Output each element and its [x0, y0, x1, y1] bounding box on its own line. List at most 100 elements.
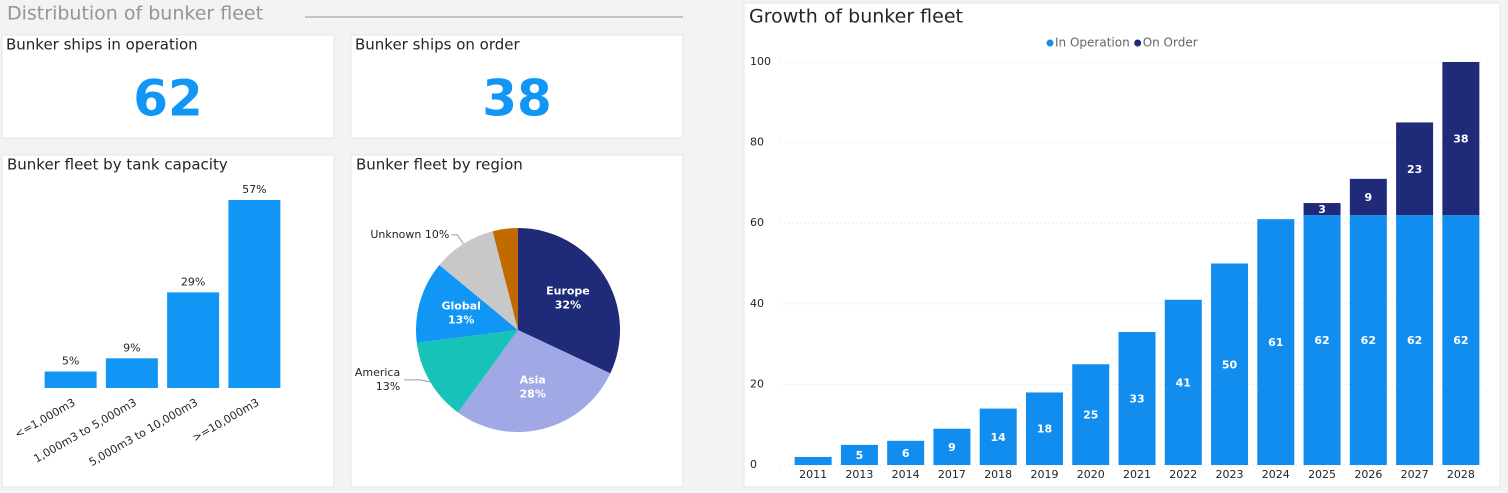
bar-segment [1442, 62, 1480, 216]
bar-segment [794, 456, 832, 465]
data-label: 14 [991, 431, 1007, 444]
data-label: 62 [1361, 334, 1376, 347]
data-label: 9% [123, 341, 140, 354]
bar-segment [979, 408, 1017, 465]
legend-label: In Operation [1055, 36, 1130, 50]
bar-segment [1303, 215, 1341, 465]
bar-segment [1396, 215, 1434, 465]
chart-title: Bunker fleet by region [356, 156, 523, 174]
data-label: 62 [1407, 334, 1422, 347]
bar [167, 292, 220, 388]
x-tick-label: 2024 [1262, 468, 1290, 481]
data-label: 9 [1365, 191, 1373, 204]
bar-segment [1211, 263, 1249, 465]
slice-value: 32% [555, 298, 581, 311]
slice-label: Unknown 10% [370, 228, 449, 241]
x-tick-label: 2028 [1447, 468, 1475, 481]
leader-line [404, 379, 431, 383]
x-tick-label: 2025 [1308, 468, 1336, 481]
x-tick-label: 2027 [1401, 468, 1429, 481]
kpi-card [1, 34, 335, 139]
bar-segment [1025, 392, 1063, 465]
bar-segment [1257, 219, 1295, 465]
data-label: 23 [1407, 163, 1422, 176]
x-tick-label: 2013 [845, 468, 873, 481]
kpi-value: 62 [133, 70, 203, 128]
leader-line [451, 234, 464, 245]
x-tick-label: 2018 [984, 468, 1012, 481]
data-label: 57% [242, 183, 266, 196]
pie-slice [416, 264, 518, 343]
pie-slice [416, 330, 518, 413]
slice-value: 13% [448, 313, 474, 326]
y-tick-label: 40 [750, 297, 764, 310]
bar-segment [1349, 178, 1387, 216]
pie-slice [518, 228, 620, 374]
x-tick-label: 2011 [799, 468, 827, 481]
bar-segment [1164, 299, 1202, 465]
x-tick-label: 2019 [1030, 468, 1058, 481]
slice-value: 28% [520, 387, 546, 400]
slice-value: 13% [376, 380, 400, 393]
data-label: 18 [1037, 423, 1052, 436]
legend-marker [1046, 39, 1054, 47]
x-tick-label: 2020 [1077, 468, 1105, 481]
x-tick-label: 2023 [1216, 468, 1244, 481]
kpi-value: 38 [482, 70, 552, 128]
pie-slice [458, 330, 611, 432]
data-label: 41 [1176, 376, 1191, 389]
y-tick-label: 80 [750, 136, 764, 149]
kpi-label: Bunker ships on order [355, 36, 520, 54]
data-label: 9 [948, 441, 956, 454]
chart-title: Bunker fleet by tank capacity [7, 156, 228, 174]
y-tick-label: 60 [750, 216, 764, 229]
x-tick-label: 2022 [1169, 468, 1197, 481]
data-label: 33 [1129, 393, 1144, 406]
kpi-card [350, 34, 684, 139]
data-label: 3 [1318, 203, 1326, 216]
slice-label: Europe [546, 284, 590, 297]
slice-value: 10% [425, 228, 449, 241]
data-label: 50 [1222, 358, 1238, 371]
x-tick-label: 2026 [1354, 468, 1382, 481]
bar-segment [1118, 332, 1156, 465]
data-label: 5 [856, 449, 864, 462]
bar-segment [933, 428, 971, 465]
data-label: 6 [902, 447, 910, 460]
slice-label: America [355, 366, 400, 379]
y-tick-label: 0 [750, 458, 757, 471]
slice-label: Global [441, 299, 480, 312]
bar [105, 358, 158, 388]
section-title: Distribution of bunker fleet [7, 3, 263, 25]
kpi-label: Bunker ships in operation [6, 36, 198, 54]
bar-segment [1396, 122, 1434, 216]
data-label: 62 [1314, 334, 1329, 347]
data-label: 29% [181, 275, 205, 288]
slice-category: Unknown [370, 228, 421, 241]
bar [228, 200, 281, 388]
bar-segment [840, 444, 878, 465]
x-tick-label: 2014 [892, 468, 920, 481]
bar-segment [887, 440, 925, 465]
y-tick-label: 100 [750, 55, 771, 68]
data-label: 5% [62, 355, 79, 368]
bar-segment [1349, 215, 1387, 465]
pie-slice [492, 228, 518, 330]
bar-segment [1303, 203, 1341, 216]
chart-title: Growth of bunker fleet [749, 6, 963, 28]
bar [44, 371, 97, 388]
x-tick-label: 2017 [938, 468, 966, 481]
slice-label: Asia [520, 373, 546, 386]
legend-marker [1134, 39, 1142, 47]
bar-segment [1442, 215, 1480, 465]
y-tick-label: 20 [750, 377, 764, 390]
data-label: 61 [1268, 336, 1283, 349]
pie-slice [439, 231, 518, 330]
data-label: 62 [1453, 334, 1468, 347]
x-tick-label: 2021 [1123, 468, 1151, 481]
data-label: 25 [1083, 409, 1098, 422]
bar-segment [1072, 364, 1110, 465]
data-label: 38 [1453, 133, 1468, 146]
legend-label: On Order [1143, 36, 1198, 50]
